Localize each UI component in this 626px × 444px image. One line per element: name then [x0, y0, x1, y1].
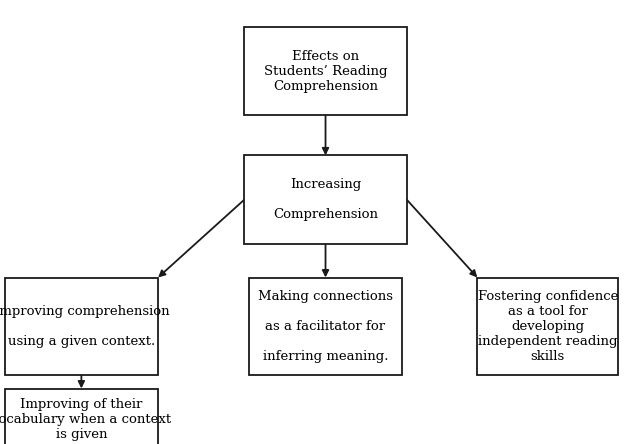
- Text: Fostering confidence
as a tool for
developing
independent reading
skills: Fostering confidence as a tool for devel…: [478, 290, 618, 363]
- Text: Increasing

Comprehension: Increasing Comprehension: [273, 178, 378, 221]
- FancyBboxPatch shape: [244, 155, 407, 244]
- Text: Improving of their
vocabulary when a context
is given: Improving of their vocabulary when a con…: [0, 398, 172, 441]
- Text: Effects on
Students’ Reading
Comprehension: Effects on Students’ Reading Comprehensi…: [264, 50, 387, 92]
- FancyBboxPatch shape: [249, 278, 403, 375]
- FancyBboxPatch shape: [477, 278, 618, 375]
- FancyBboxPatch shape: [5, 278, 158, 375]
- Text: Making connections

as a facilitator for

inferring meaning.: Making connections as a facilitator for …: [258, 290, 393, 363]
- FancyBboxPatch shape: [5, 388, 158, 444]
- FancyBboxPatch shape: [244, 27, 407, 115]
- Text: Improving comprehension

using a given context.: Improving comprehension using a given co…: [0, 305, 169, 348]
